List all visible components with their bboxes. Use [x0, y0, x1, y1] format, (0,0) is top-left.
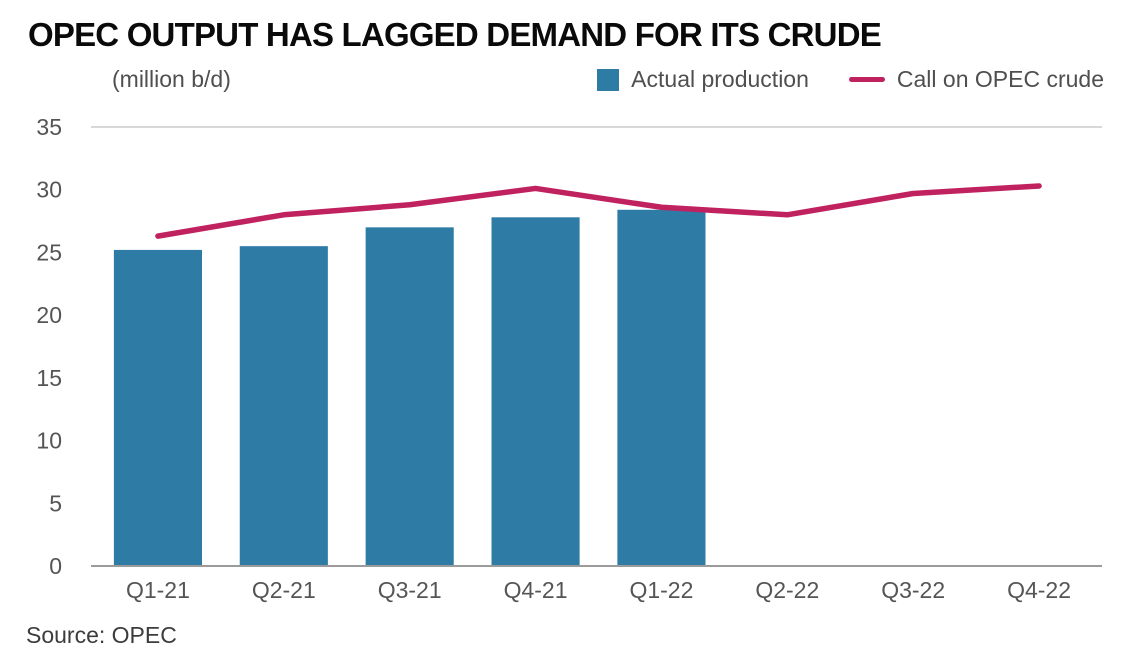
y-tick-label: 20: [36, 302, 62, 328]
legend-label: Actual production: [631, 66, 809, 92]
x-category-label: Q3-21: [378, 577, 442, 603]
legend-label: Call on OPEC crude: [896, 66, 1104, 92]
x-category-label: Q1-22: [629, 577, 693, 603]
y-tick-label: 25: [36, 239, 62, 265]
page-title: OPEC OUTPUT HAS LAGGED DEMAND FOR ITS CR…: [28, 16, 882, 53]
y-tick-label: 0: [49, 553, 62, 579]
source-note: Source: OPEC: [26, 622, 177, 648]
x-category-label: Q2-22: [755, 577, 819, 603]
production-bar: [491, 217, 580, 566]
y-tick-label: 10: [36, 428, 62, 454]
legend: Actual production Call on OPEC crude: [597, 66, 1104, 93]
call-on-opec-crude-line: [155, 183, 1042, 239]
x-category-label: Q4-21: [504, 577, 568, 603]
production-bar: [239, 246, 328, 566]
x-category-label: Q3-22: [881, 577, 945, 603]
legend-item-actual-production: Actual production: [597, 66, 809, 93]
production-bar: [365, 227, 454, 567]
x-category-label: Q2-21: [252, 577, 316, 603]
y-axis-unit-label: (million b/d): [112, 66, 231, 92]
production-bar: [113, 249, 202, 567]
y-tick-label: 15: [36, 365, 62, 391]
y-tick-label: 30: [36, 177, 62, 203]
line-swatch-icon: [848, 77, 885, 82]
legend-item-call-on-opec-crude: Call on OPEC crude: [848, 66, 1104, 93]
y-tick-label: 35: [36, 114, 62, 140]
x-category-label: Q4-22: [1007, 577, 1071, 603]
x-category-label: Q1-21: [126, 577, 190, 603]
y-tick-label: 5: [49, 490, 62, 516]
bar-swatch-icon: [597, 68, 620, 91]
subheader-row: (million b/d) Actual production Call on …: [0, 66, 1104, 93]
production-bar: [617, 209, 706, 567]
